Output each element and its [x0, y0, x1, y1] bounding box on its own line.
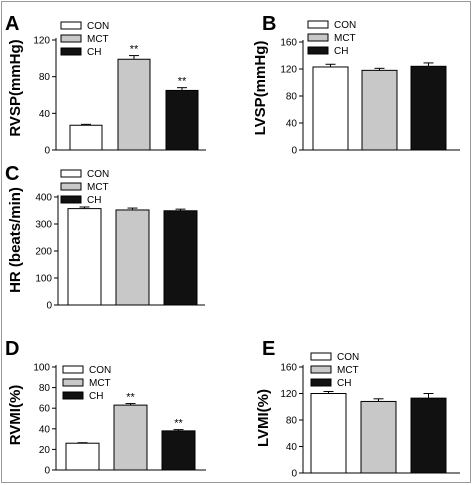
bar-mct: [360, 400, 397, 474]
y-axis-label: HR (beats/min): [7, 187, 24, 293]
legend-swatch-ch: [60, 195, 82, 204]
significance-mark: **: [178, 76, 187, 88]
legend-swatch-ch: [60, 47, 82, 56]
y-tick-label: 120: [280, 65, 297, 76]
legend-swatch-ch: [307, 46, 329, 55]
y-tick-label: 20: [39, 445, 51, 456]
y-tick-label: 200: [35, 247, 52, 258]
legend-swatch-mct: [307, 33, 329, 42]
legend-swatch-con: [310, 352, 332, 361]
y-tick-label: 40: [286, 119, 298, 130]
y-tick-label: 0: [46, 301, 52, 312]
y-tick-label: 300: [35, 220, 52, 231]
significance-mark: **: [130, 44, 139, 56]
legend-label: MCT: [337, 365, 359, 376]
panel-letter: B: [262, 13, 276, 35]
y-tick-label: 400: [35, 193, 52, 204]
y-tick-label: 120: [280, 389, 297, 400]
y-axis-label: LVMI(%): [255, 389, 272, 447]
legend-label: CON: [89, 365, 111, 376]
panel-letter: E: [262, 338, 275, 360]
legend-label: CH: [87, 47, 101, 58]
bar-ch: [165, 89, 199, 151]
panel-letter: D: [5, 338, 19, 360]
legend-swatch-ch: [310, 378, 332, 387]
y-tick-label: 40: [286, 442, 298, 453]
y-tick-label: 80: [39, 383, 51, 394]
bar-mct: [117, 58, 151, 151]
legend-swatch-con: [60, 21, 82, 30]
chart-panel-b: B LVSP(mmHg) 0 40 80 120 160 CON MCT CH: [252, 13, 460, 157]
y-tick-label: 0: [44, 146, 50, 157]
y-tick-label: 40: [39, 424, 51, 435]
legend-label: MCT: [89, 378, 111, 389]
bar-ch: [161, 430, 196, 471]
bar-con: [67, 208, 102, 306]
chart-panel-c: C HR (beats/min) 0 100 200 300 400 CON MCT CH: [5, 163, 205, 312]
legend-label: CON: [87, 169, 109, 180]
legend-swatch-mct: [310, 365, 332, 374]
bar-ch: [410, 397, 447, 474]
legend-label: CH: [89, 391, 103, 402]
legend-label: CH: [337, 378, 351, 389]
panel-letter: C: [5, 163, 19, 185]
y-axis-label: RVSP(mmHg): [7, 39, 24, 136]
y-tick-label: 0: [44, 466, 50, 477]
panel-letter: A: [5, 13, 19, 35]
y-tick-label: 0: [291, 469, 297, 480]
significance-mark: **: [174, 418, 183, 430]
y-tick-label: 80: [286, 92, 298, 103]
y-axis-label: LVSP(mmHg): [252, 41, 269, 136]
legend-label: MCT: [334, 33, 356, 44]
y-tick-label: 160: [280, 363, 297, 374]
legend-label: MCT: [87, 34, 109, 45]
y-tick-label: 0: [291, 146, 297, 157]
legend-label: CH: [87, 195, 101, 206]
y-tick-label: 120: [33, 36, 50, 47]
y-tick-label: 80: [286, 416, 298, 427]
y-axis-label: RVMI(%): [7, 385, 24, 446]
bar-mct: [115, 209, 150, 306]
legend-swatch-mct: [60, 34, 82, 43]
bar-mct: [361, 69, 398, 151]
legend-label: MCT: [87, 182, 109, 193]
y-tick-label: 160: [280, 38, 297, 49]
chart-panel-a: A RVSP(mmHg) 0 40 80 120 ** ** CON MCT CH: [5, 13, 206, 157]
legend-label: CH: [334, 46, 348, 57]
bar-mct: [113, 404, 148, 471]
legend-label: CON: [87, 21, 109, 32]
bar-ch: [163, 210, 198, 306]
legend-label: CON: [337, 352, 359, 363]
legend-swatch-ch: [62, 391, 84, 400]
bar-con: [65, 442, 100, 471]
bar-con: [312, 66, 349, 151]
bar-con: [69, 124, 103, 151]
y-tick-label: 100: [35, 274, 52, 285]
bar-ch: [410, 65, 447, 151]
legend-swatch-con: [60, 169, 82, 178]
legend-swatch-con: [62, 365, 84, 374]
y-tick-label: 100: [33, 363, 50, 374]
y-tick-label: 40: [39, 109, 51, 120]
bar-con: [310, 393, 347, 474]
y-tick-label: 60: [39, 404, 51, 415]
chart-panel-d: D RVMI(%) 0 20 40 60 80 100 ** ** CON MCT CH: [5, 338, 206, 477]
legend-label: CON: [334, 20, 356, 31]
legend-swatch-mct: [60, 182, 82, 191]
y-tick-label: 80: [39, 72, 51, 83]
significance-mark: **: [126, 392, 135, 404]
chart-panel-e: E LVMI(%) 0 40 80 120 160 CON MCT CH: [255, 338, 460, 480]
legend-swatch-mct: [62, 378, 84, 387]
legend-swatch-con: [307, 20, 329, 29]
